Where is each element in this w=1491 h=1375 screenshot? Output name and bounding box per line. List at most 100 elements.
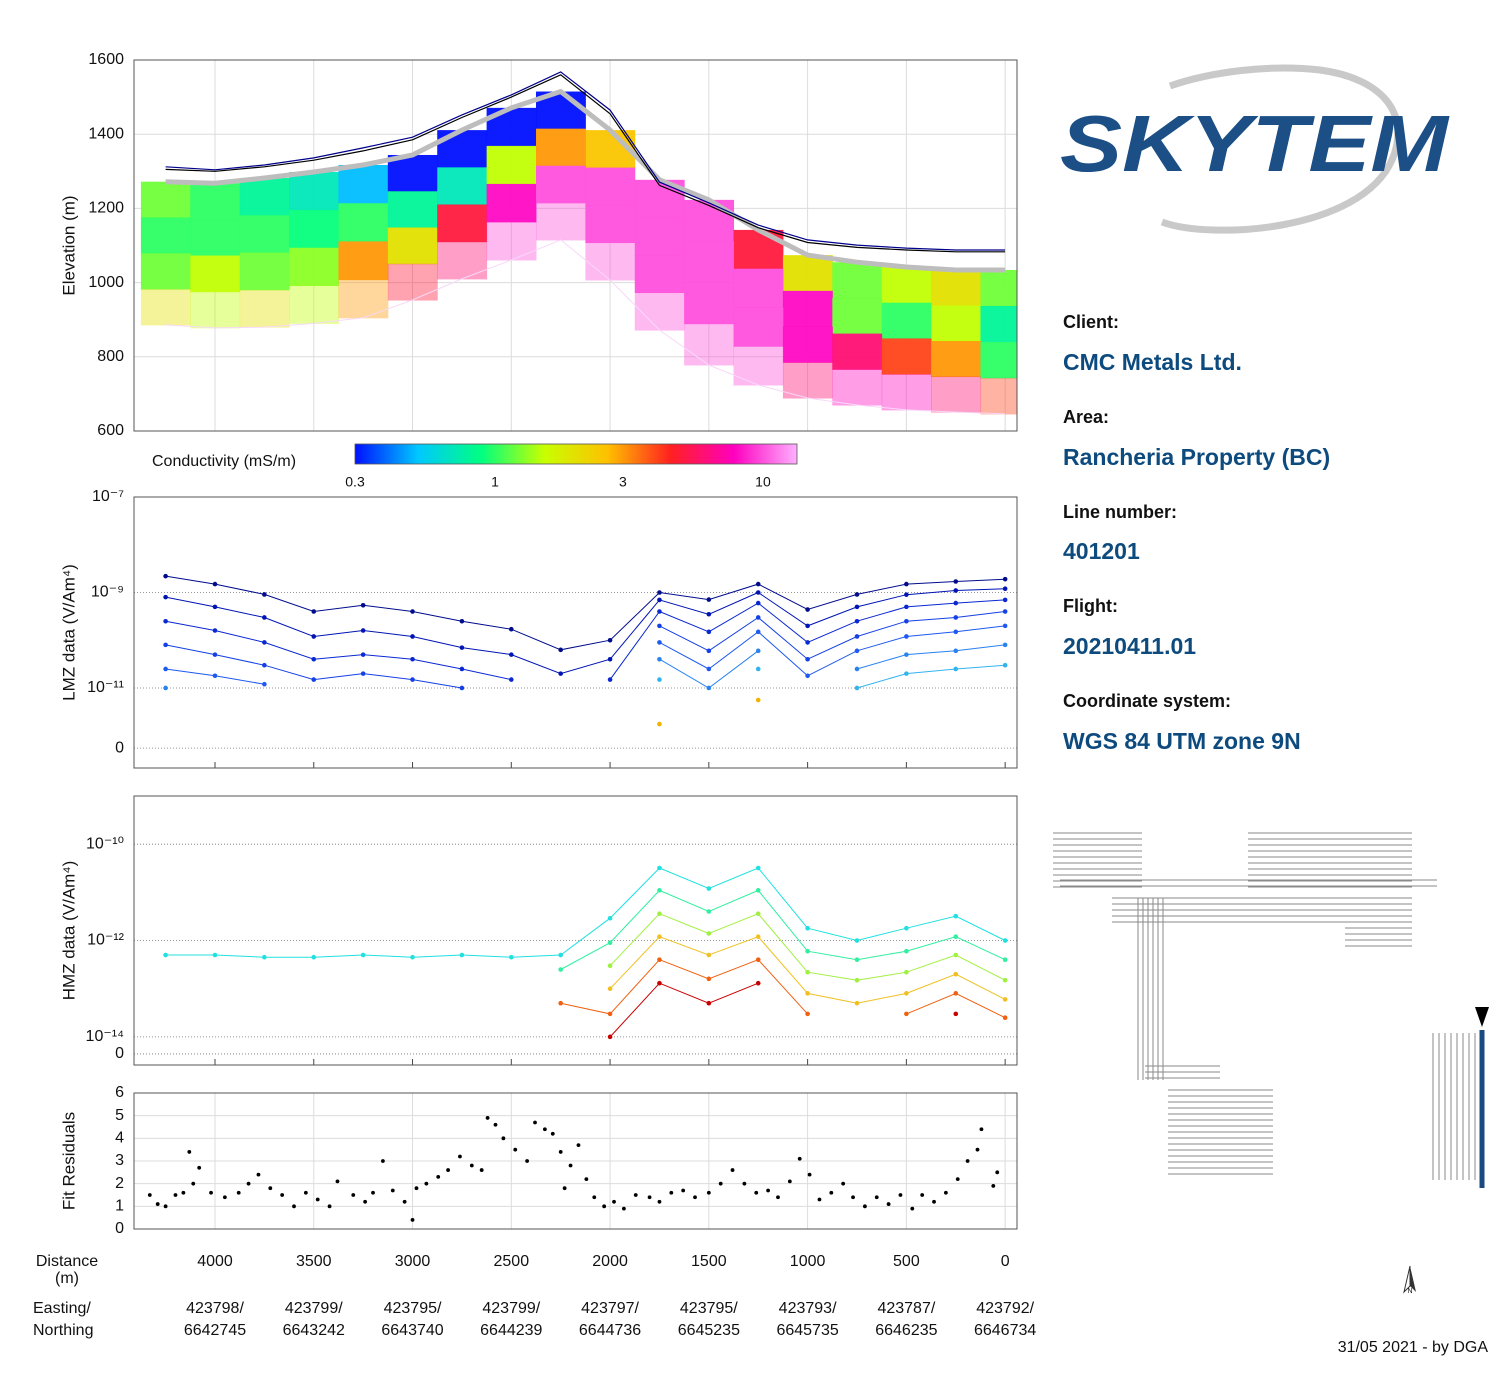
- residual-point: [602, 1204, 607, 1209]
- conductivity-cell: [832, 333, 883, 370]
- distance-label: Distance: [36, 1253, 98, 1270]
- conductivity-cell: [881, 338, 932, 375]
- conductivity-cell: [782, 362, 833, 399]
- gate-point: [904, 618, 909, 624]
- flight-lines: [1248, 832, 1412, 888]
- conductivity-cell: [782, 326, 833, 363]
- plot-content: [163, 865, 1008, 1040]
- residual-point: [874, 1195, 879, 1200]
- gate-point: [953, 615, 959, 620]
- gate-point: [805, 969, 810, 975]
- residual-point: [335, 1179, 340, 1184]
- conductivity-cell: [733, 229, 784, 270]
- gate-point: [262, 954, 267, 960]
- gate-point: [508, 954, 514, 960]
- gate-point: [360, 652, 366, 657]
- conductivity-cell: [338, 164, 389, 204]
- residual-point: [829, 1190, 834, 1195]
- residual-point: [851, 1195, 855, 1200]
- easting-label: 423795/: [384, 1300, 442, 1317]
- residual-point: [303, 1190, 308, 1195]
- info-value: 401201: [1063, 538, 1140, 564]
- y-tick-label: 0: [115, 1045, 124, 1062]
- gate-point: [904, 581, 909, 587]
- conductivity-cell: [289, 285, 339, 324]
- gate-point: [607, 915, 613, 921]
- gate-point: [854, 938, 860, 943]
- gate-point: [706, 976, 712, 982]
- gate-point: [607, 1034, 613, 1040]
- residual-point: [730, 1168, 735, 1172]
- gate-point: [459, 666, 465, 672]
- residual-point: [807, 1172, 812, 1177]
- gate-point: [755, 697, 761, 703]
- y-tick-label: 800: [97, 348, 124, 365]
- gate-point: [953, 579, 959, 584]
- topography-line: [165, 71, 1006, 251]
- easting-label: 423799/: [285, 1300, 343, 1317]
- plot-area: [134, 796, 1017, 1065]
- info-value: 20210411.01: [1063, 633, 1196, 659]
- residual-point: [621, 1206, 626, 1211]
- gate-point: [657, 623, 662, 629]
- residual-point: [181, 1190, 186, 1195]
- residual-point: [550, 1131, 555, 1136]
- gate-point: [706, 611, 712, 617]
- gate-point: [1002, 642, 1008, 648]
- easting-label: 423795/: [680, 1300, 738, 1317]
- gate-point: [558, 671, 563, 676]
- conductivity-cell: [387, 154, 438, 192]
- gate-point: [558, 967, 563, 972]
- plot-content: [147, 1116, 1000, 1222]
- residual-point: [693, 1195, 697, 1200]
- gate-point: [706, 952, 712, 958]
- residual-point: [446, 1168, 450, 1172]
- gate-point: [410, 677, 415, 682]
- gate-point: [558, 1000, 563, 1006]
- gate-point: [311, 677, 317, 682]
- gate-point: [212, 673, 218, 679]
- gate-point: [657, 721, 662, 727]
- northing-label: 6643740: [381, 1322, 443, 1339]
- residual-point: [584, 1177, 589, 1182]
- residual-point: [932, 1199, 936, 1204]
- gate-point: [904, 969, 909, 975]
- x-tick-label: 3000: [395, 1253, 431, 1270]
- gate-point: [657, 980, 662, 986]
- easting-label: 423799/: [482, 1300, 540, 1317]
- gate-point: [262, 615, 267, 620]
- gate-point: [262, 592, 267, 597]
- gate-point: [657, 934, 662, 940]
- residual-point: [485, 1116, 490, 1120]
- gate-point: [163, 618, 168, 624]
- gate-point: [755, 581, 761, 587]
- flight-lines: [1168, 1089, 1273, 1175]
- gate-point: [459, 685, 465, 691]
- gate-point: [854, 604, 860, 610]
- residual-point: [576, 1143, 581, 1148]
- flight-lines: [1145, 1065, 1220, 1079]
- gate-point: [1002, 938, 1008, 943]
- conductivity-cell: [832, 297, 883, 335]
- gate-point: [755, 888, 761, 893]
- conductivity-cell: [387, 227, 438, 265]
- residual-point: [817, 1197, 822, 1202]
- y-tick-label: 1600: [88, 51, 124, 68]
- residual-point: [402, 1199, 407, 1204]
- gate-point: [360, 602, 366, 608]
- northing-label: 6642745: [184, 1322, 246, 1339]
- gate-point: [805, 607, 810, 612]
- conductivity-cell: [190, 291, 241, 329]
- gate-point: [953, 952, 959, 958]
- gate-point: [607, 637, 613, 643]
- residual-point: [862, 1204, 867, 1209]
- conductivity-cell: [437, 241, 488, 280]
- residual-point: [363, 1199, 368, 1204]
- gate-point: [311, 656, 317, 662]
- northing-label: 6644736: [579, 1322, 641, 1339]
- gate-point: [657, 911, 662, 917]
- residual-point: [943, 1190, 948, 1195]
- conductivity-cell: [140, 289, 191, 326]
- gate-point: [657, 656, 662, 662]
- residual-point: [155, 1202, 160, 1206]
